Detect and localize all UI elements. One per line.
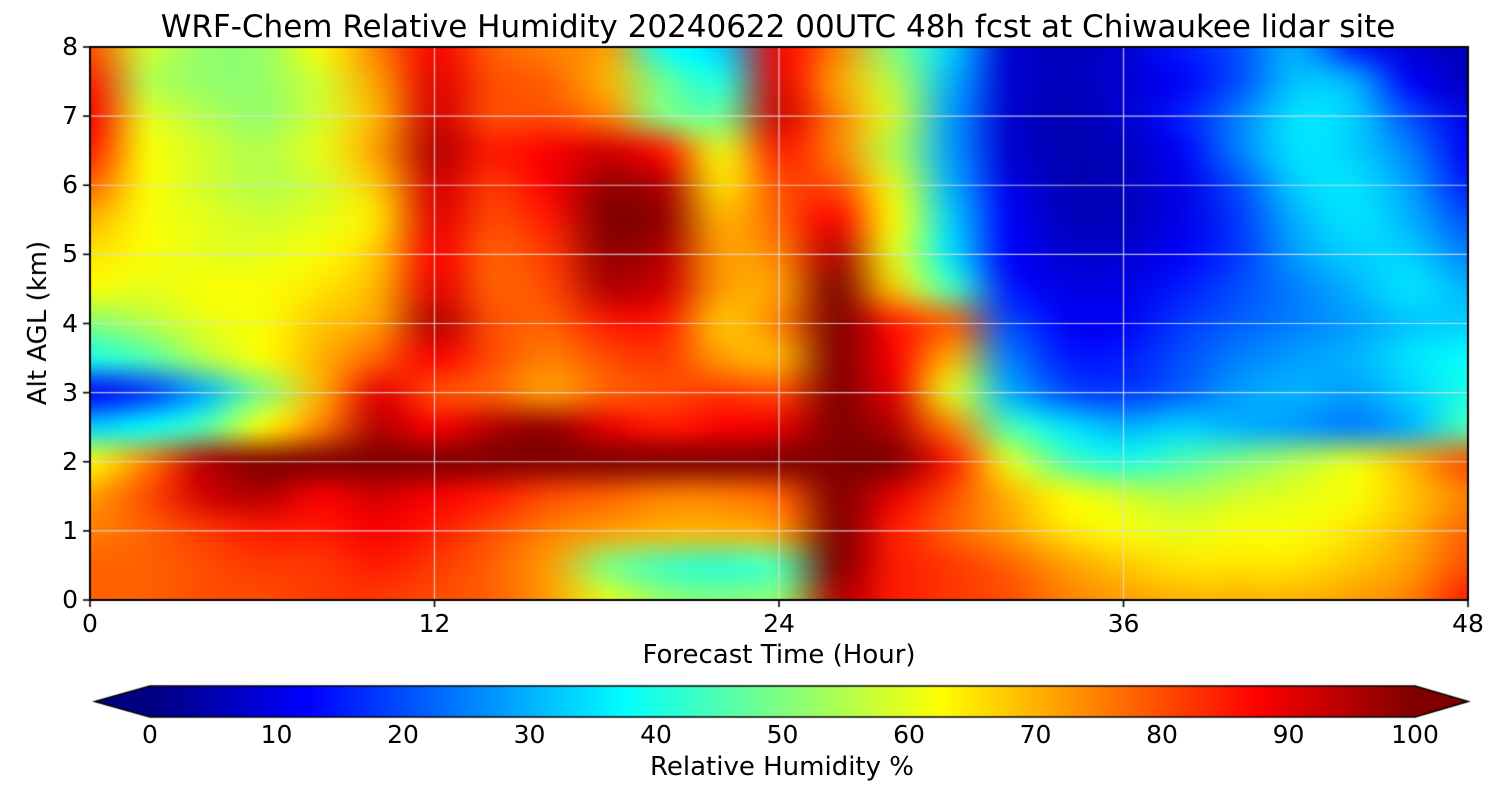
colorbar-label: Relative Humidity % — [650, 752, 914, 782]
y-axis-label: Alt AGL (km) — [23, 240, 53, 406]
chart-title: WRF-Chem Relative Humidity 20240622 00UT… — [160, 9, 1396, 45]
x-axis-label: Forecast Time (Hour) — [642, 640, 916, 670]
